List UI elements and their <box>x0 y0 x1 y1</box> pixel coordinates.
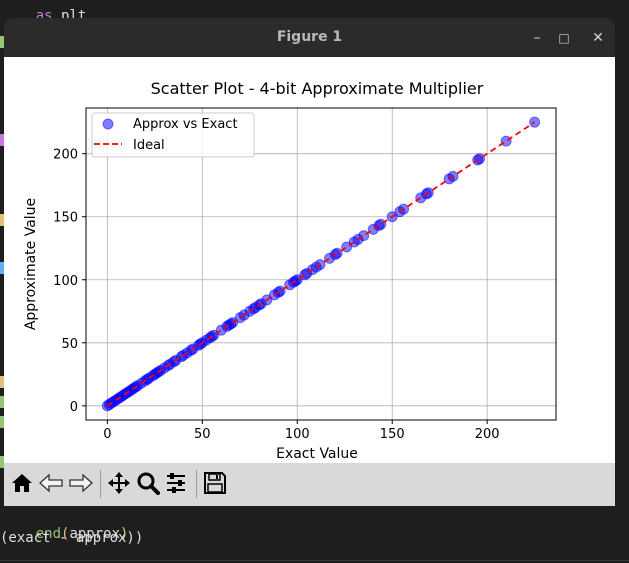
forward-button[interactable] <box>67 469 95 497</box>
zoom-icon <box>137 472 160 495</box>
ideal-line <box>106 121 536 407</box>
code-token-paren-open: ( <box>61 526 70 542</box>
gutter-mark-8 <box>0 456 4 468</box>
home-button[interactable] <box>8 469 36 497</box>
code-token-paren-close: ) <box>120 526 129 542</box>
scatter-points <box>101 116 541 412</box>
home-icon <box>12 474 32 492</box>
figure-canvas[interactable]: 0 50 100 150 200 0 50 100 150 200 Scatter Plot -… <box>4 57 615 463</box>
gutter-mark-3 <box>0 214 4 226</box>
save-icon <box>204 472 226 494</box>
y-tick-label: 200 <box>53 148 78 163</box>
y-axis-label: Approximate Value <box>23 198 39 330</box>
pan-button[interactable] <box>105 469 133 497</box>
x-ticks: 0 50 100 150 200 <box>103 420 500 442</box>
gutter-mark-4 <box>0 262 4 274</box>
x-axis-label: Exact Value <box>276 446 358 462</box>
x-tick-label: 100 <box>285 427 310 442</box>
legend-label-scatter: Approx vs Exact <box>133 117 238 132</box>
scatter-point <box>529 116 541 128</box>
legend-box <box>91 112 255 158</box>
code-token-arg: approx <box>69 526 121 542</box>
axes-frame <box>85 107 557 421</box>
editor-line-1: end(approx) <box>2 510 129 558</box>
configure-subplots-button[interactable] <box>162 469 190 497</box>
minimize-button[interactable]: – <box>533 30 541 46</box>
toolbar-separator-1 <box>100 470 101 498</box>
ideal-line-layer <box>106 121 536 407</box>
scatter-chart: 0 50 100 150 200 0 50 100 150 200 Scatter Plot -… <box>23 79 557 462</box>
y-tick-label: 0 <box>70 400 78 415</box>
toolbar-separator-2 <box>196 470 197 498</box>
save-button[interactable] <box>201 469 229 497</box>
legend-label-ideal: Ideal <box>133 138 165 153</box>
y-tick-label: 50 <box>61 337 78 352</box>
scatter-point <box>274 285 286 297</box>
gutter-mark-7 <box>0 416 4 428</box>
maximize-button[interactable]: □ <box>558 31 570 45</box>
window-title: Figure 1 <box>276 29 343 45</box>
back-icon <box>39 473 63 493</box>
pan-icon <box>108 472 130 494</box>
gutter-mark-6 <box>0 396 4 408</box>
configure-subplots-icon <box>167 473 185 493</box>
figure-window: Figure 1 – □ ✕ 0 50 100 150 200 0 50 100 150 200… <box>4 18 615 506</box>
gutter-mark-2 <box>0 134 4 146</box>
x-tick-label: 150 <box>380 427 405 442</box>
legend: Approx vs Exact Ideal <box>91 112 255 158</box>
forward-icon <box>69 473 93 493</box>
navigation-toolbar <box>4 463 615 506</box>
editor-line-2: (exact - approx)) <box>0 530 144 546</box>
y-tick-label: 100 <box>53 274 78 289</box>
code-token-func: end <box>35 526 62 542</box>
gutter-mark-5 <box>0 376 4 388</box>
back-button[interactable] <box>37 469 65 497</box>
editor-bottom-border <box>0 560 629 561</box>
close-button[interactable]: ✕ <box>592 30 604 46</box>
chart-title: Scatter Plot - 4-bit Approximate Multipl… <box>151 79 484 98</box>
gutter-mark-1 <box>0 36 4 48</box>
x-tick-label: 200 <box>475 427 500 442</box>
zoom-button[interactable] <box>134 469 162 497</box>
x-tick-label: 50 <box>194 427 211 442</box>
legend-marker-scatter <box>102 118 114 130</box>
y-ticks: 0 50 100 150 200 <box>53 148 86 415</box>
x-tick-label: 0 <box>103 427 111 442</box>
y-tick-label: 150 <box>53 211 78 226</box>
window-titlebar[interactable]: Figure 1 – □ ✕ <box>4 18 615 57</box>
